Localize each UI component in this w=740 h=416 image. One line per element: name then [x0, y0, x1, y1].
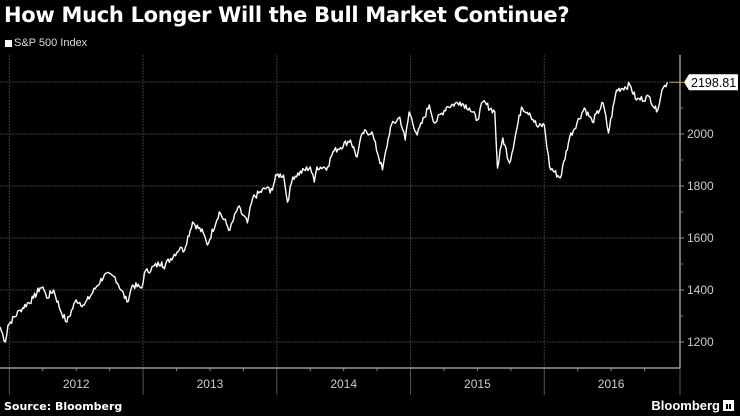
series-line-sp500	[0, 81, 668, 343]
x-tick-label: 2016	[598, 377, 625, 391]
legend-swatch	[5, 39, 12, 47]
y-tick-label: 1200	[687, 335, 714, 349]
legend-label: S&P 500 Index	[14, 37, 88, 49]
x-tick-label: 2015	[464, 377, 491, 391]
legend: S&P 500 Index	[5, 37, 87, 49]
chart-title: How Much Longer Will the Bull Market Con…	[4, 3, 570, 27]
bloomberg-logo-icon	[723, 400, 734, 411]
brand-logo: Bloomberg	[651, 398, 734, 413]
x-tick-label: 2013	[197, 377, 224, 391]
last-value-badge	[684, 74, 738, 91]
y-tick-label: 1400	[687, 283, 714, 297]
x-tick-label: 2014	[330, 377, 357, 391]
source-note: Source: Bloomberg	[4, 400, 123, 413]
x-tick-label: 2012	[63, 377, 90, 391]
y-tick-label: 1800	[687, 179, 714, 193]
brand-name: Bloomberg	[651, 398, 720, 413]
y-tick-label: 1600	[687, 231, 714, 245]
y-tick-label: 2000	[687, 127, 714, 141]
last-value-label: 2198.81	[691, 76, 736, 90]
